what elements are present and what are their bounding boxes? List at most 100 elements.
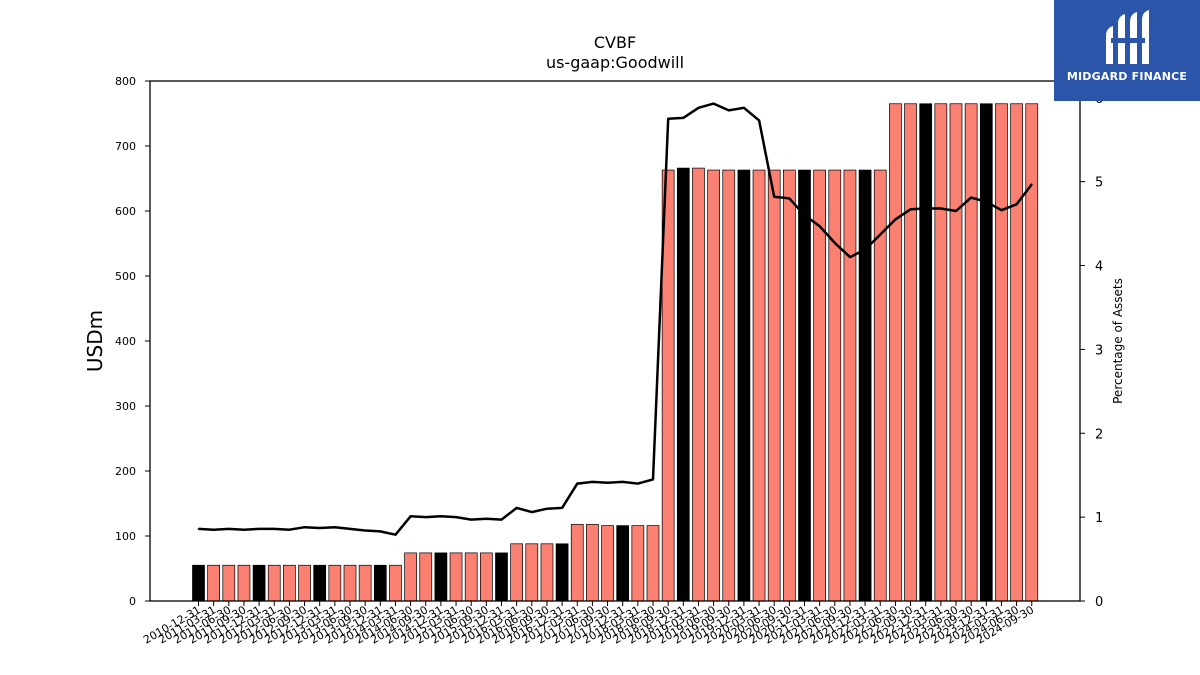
right-axis-ticks: 0123456 [1080, 92, 1103, 610]
line-point-2011-12-31 [258, 528, 260, 530]
line-point-2014-09-30 [424, 516, 427, 518]
bar-2023-12-31 [979, 103, 993, 602]
y2-tick-label: 5 [1095, 176, 1103, 191]
bar-2020-06-30 [767, 169, 781, 602]
y2-tick-label: 4 [1095, 260, 1103, 275]
chart-subtitle: us-gaap:Goodwill [546, 53, 684, 72]
line-point-2021-03-31 [818, 225, 821, 227]
bar-2014-03-31 [389, 564, 402, 602]
bar-2021-09-30 [843, 169, 857, 602]
bar-2022-06-30 [889, 103, 902, 602]
line-point-2018-06-30 [652, 478, 654, 481]
bar-2024-03-31 [995, 103, 1008, 602]
line-point-2021-06-30 [834, 242, 836, 244]
bar-2024-09-30 [1025, 103, 1039, 602]
bar-2021-12-31 [858, 169, 872, 602]
line-point-2011-03-31 [212, 528, 215, 531]
bar-2017-09-30 [601, 525, 614, 602]
bar-2022-12-31 [919, 103, 933, 602]
line-point-2017-06-30 [591, 481, 594, 483]
line-point-2015-03-31 [455, 516, 457, 518]
line-point-2015-12-31 [500, 518, 503, 521]
y-tick-label: 300 [115, 400, 136, 413]
line-point-2019-12-31 [743, 107, 745, 109]
line-point-2024-06-30 [1015, 203, 1018, 206]
line-point-2022-12-31 [924, 207, 927, 210]
bar-2011-09-30 [237, 564, 251, 602]
line-point-2021-09-30 [849, 256, 851, 258]
bar-2019-03-31 [692, 167, 705, 602]
bar-2019-06-30 [707, 169, 720, 602]
y-tick-label: 0 [129, 595, 136, 608]
bar-2020-09-30 [782, 169, 796, 602]
bar-2013-06-30 [343, 564, 357, 602]
line-point-2019-06-30 [712, 102, 715, 105]
bar-2015-03-31 [449, 552, 463, 602]
line-point-2024-09-30 [1030, 183, 1033, 185]
bar-2016-09-30 [540, 543, 554, 602]
line-point-2024-03-31 [1000, 209, 1003, 211]
bar-2010-12-31 [192, 564, 205, 602]
line-point-2013-03-31 [334, 526, 336, 528]
bar-2023-09-30 [964, 103, 978, 602]
bar-2021-06-30 [828, 169, 842, 602]
y2-axis-label: Percentage of Assets [1111, 278, 1125, 404]
bar-2022-09-30 [904, 103, 917, 602]
bar-series [192, 103, 1039, 602]
line-point-2022-09-30 [909, 208, 912, 211]
left-axis-ticks: 0 100 200 300 400 500 600 700 800 [115, 75, 150, 608]
bar-2017-06-30 [586, 523, 599, 602]
line-point-2013-12-31 [379, 530, 382, 533]
y-tick-label: 500 [115, 270, 136, 283]
line-point-2017-12-31 [621, 481, 624, 483]
bar-2011-06-30 [222, 564, 236, 602]
y-tick-label: 800 [115, 75, 136, 88]
line-point-2013-09-30 [364, 529, 366, 532]
bar-2018-03-31 [631, 525, 645, 602]
bar-2013-03-31 [328, 564, 342, 602]
bar-2011-12-31 [252, 564, 266, 602]
line-point-2014-12-31 [440, 515, 442, 518]
chart-title: CVBF [594, 33, 636, 52]
logo-mark-icon [1106, 10, 1149, 64]
line-point-2018-09-30 [667, 117, 669, 120]
line-point-2022-03-31 [879, 233, 882, 236]
line-point-2014-03-31 [394, 533, 397, 536]
y-tick-label: 200 [115, 465, 136, 478]
line-point-2023-03-31 [940, 207, 942, 210]
line-point-2016-03-31 [515, 507, 518, 509]
bar-2019-09-30 [722, 169, 736, 602]
line-point-2016-06-30 [531, 511, 533, 513]
bar-2018-12-31 [676, 167, 690, 602]
bar-2014-09-30 [419, 552, 433, 602]
bar-2012-06-30 [283, 564, 296, 602]
line-point-2018-12-31 [682, 117, 685, 119]
line-point-2010-12-31 [197, 528, 200, 530]
line-point-2012-06-30 [288, 528, 291, 531]
bar-2012-09-30 [298, 564, 311, 602]
bar-2013-09-30 [358, 564, 372, 602]
line-point-2023-06-30 [955, 210, 957, 212]
bar-2013-12-31 [373, 564, 387, 602]
bar-2024-06-30 [1010, 103, 1023, 602]
bar-2015-06-30 [464, 552, 478, 602]
y-tick-label: 700 [115, 140, 136, 153]
line-point-2011-09-30 [243, 528, 245, 531]
line-point-2020-06-30 [773, 195, 775, 198]
y-tick-label: 600 [115, 205, 136, 218]
line-point-2011-06-30 [228, 528, 230, 530]
bar-2016-06-30 [525, 543, 539, 602]
logo-name: MIDGARD FINANCE [1066, 70, 1188, 83]
y-tick-label: 400 [115, 335, 136, 348]
bar-2023-03-31 [934, 103, 948, 602]
line-point-2021-12-31 [864, 248, 866, 251]
line-point-2015-06-30 [470, 518, 473, 521]
y2-tick-label: 0 [1095, 595, 1103, 610]
bar-2016-12-31 [555, 543, 569, 602]
line-point-2023-09-30 [970, 196, 972, 199]
bar-2015-12-31 [495, 552, 508, 602]
bar-2014-06-30 [404, 552, 417, 602]
bar-2016-03-31 [510, 543, 523, 602]
bar-2017-12-31 [616, 525, 630, 602]
y2-tick-label: 1 [1095, 511, 1103, 526]
